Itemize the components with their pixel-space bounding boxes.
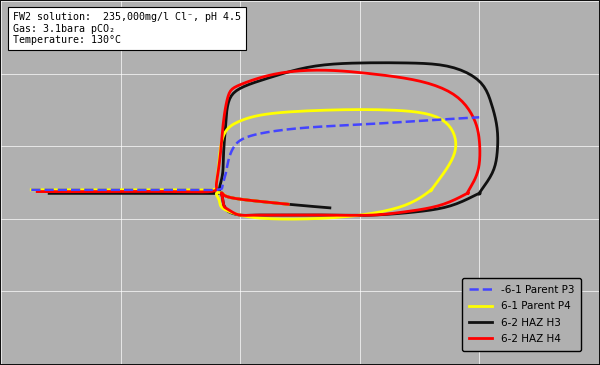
- 6-2 HAZ H4: [236, 197, 243, 201]
- Legend: -6-1 Parent P3, 6-1 Parent P4, 6-2 HAZ H3, 6-2 HAZ H4: -6-1 Parent P3, 6-1 Parent P4, 6-2 HAZ H…: [462, 278, 581, 351]
- 6-2 HAZ H3: [271, 74, 278, 78]
- -6-1 Parent P3: [202, 188, 209, 192]
- 6-2 HAZ H4: [174, 189, 181, 194]
- Line: 6-2 HAZ H4: 6-2 HAZ H4: [37, 70, 480, 215]
- 6-2 HAZ H4: [255, 76, 262, 80]
- -6-1 Parent P3: [76, 188, 83, 192]
- Text: FW2 solution:  235,000mg/l Cl⁻, pH 4.5
Gas: 3.1bara pCO₂
Temperature: 130°C: FW2 solution: 235,000mg/l Cl⁻, pH 4.5 Ga…: [13, 12, 241, 46]
- 6-2 HAZ H3: [151, 191, 158, 196]
- -6-1 Parent P3: [476, 115, 483, 119]
- 6-2 HAZ H4: [133, 189, 140, 194]
- 6-1 Parent P4: [358, 107, 365, 112]
- Line: 6-2 HAZ H3: 6-2 HAZ H3: [49, 63, 498, 215]
- 6-1 Parent P4: [151, 188, 158, 192]
- 6-2 HAZ H3: [326, 205, 334, 210]
- Line: -6-1 Parent P3: -6-1 Parent P3: [31, 117, 479, 190]
- -6-1 Parent P3: [418, 119, 425, 123]
- Line: 6-1 Parent P4: 6-1 Parent P4: [31, 110, 456, 219]
- 6-2 HAZ H4: [242, 213, 250, 218]
- 6-1 Parent P4: [116, 188, 124, 192]
- -6-1 Parent P3: [28, 188, 35, 192]
- 6-2 HAZ H3: [46, 191, 53, 196]
- 6-2 HAZ H4: [313, 68, 320, 72]
- 6-2 HAZ H3: [227, 195, 234, 200]
- 6-1 Parent P4: [215, 166, 222, 171]
- 6-1 Parent P4: [284, 217, 292, 221]
- 6-1 Parent P4: [244, 198, 251, 202]
- -6-1 Parent P3: [443, 117, 450, 122]
- 6-2 HAZ H4: [34, 189, 41, 194]
- 6-2 HAZ H4: [284, 202, 292, 207]
- 6-2 HAZ H4: [219, 127, 226, 131]
- 6-2 HAZ H3: [222, 124, 229, 128]
- 6-2 HAZ H3: [191, 191, 198, 196]
- 6-1 Parent P4: [284, 202, 292, 207]
- 6-1 Parent P4: [223, 194, 230, 199]
- 6-2 HAZ H3: [265, 200, 272, 204]
- 6-1 Parent P4: [28, 188, 35, 192]
- 6-2 HAZ H3: [376, 61, 383, 65]
- -6-1 Parent P3: [217, 187, 224, 192]
- 6-2 HAZ H4: [220, 192, 227, 196]
- -6-1 Parent P3: [96, 188, 103, 192]
- -6-1 Parent P3: [188, 188, 195, 192]
- 6-2 HAZ H3: [242, 213, 249, 218]
- 6-1 Parent P4: [223, 128, 230, 133]
